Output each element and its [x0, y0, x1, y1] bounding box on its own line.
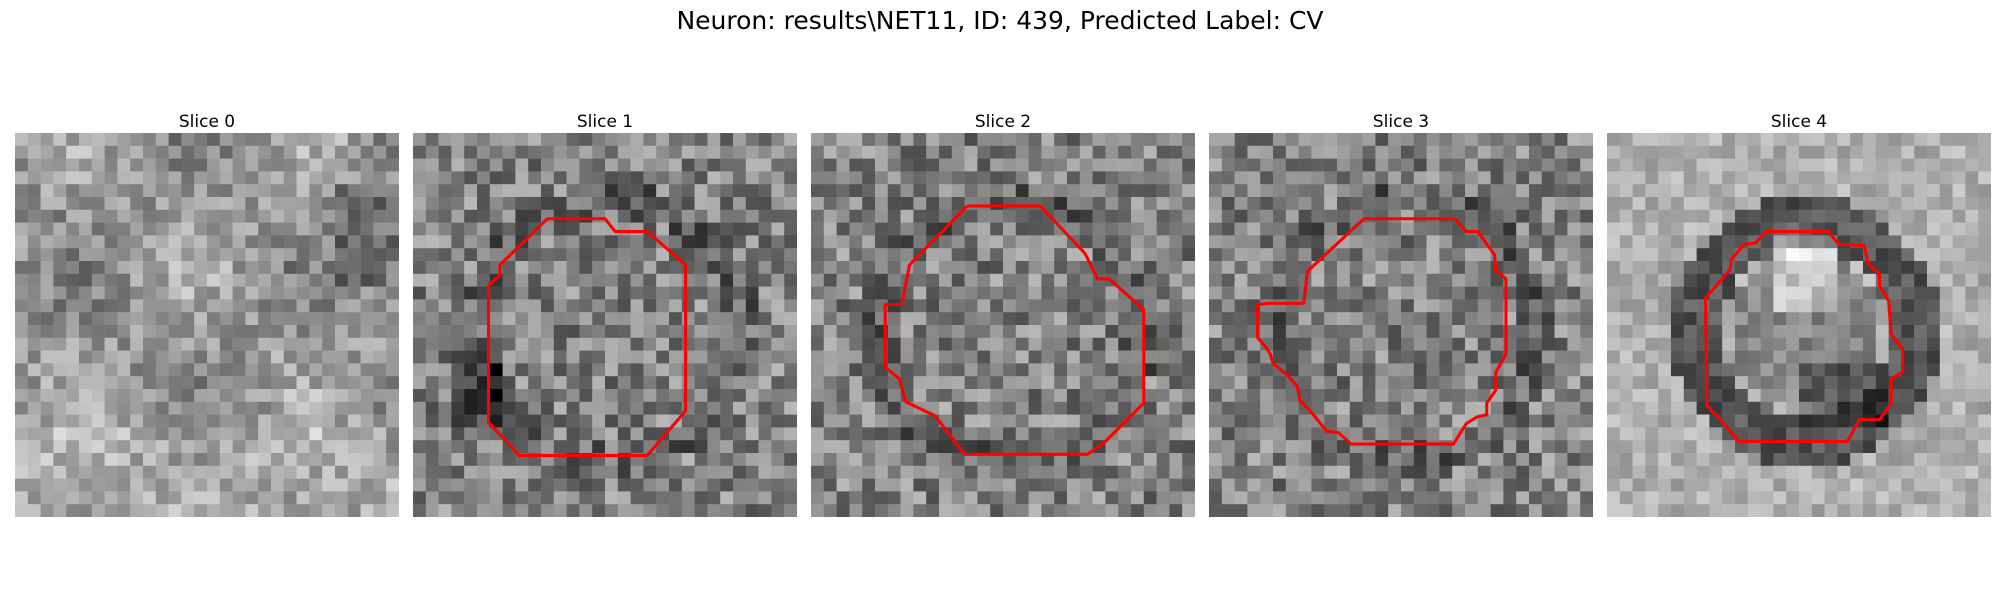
slice-image-3	[1209, 133, 1593, 517]
roi-contour	[486, 217, 688, 458]
figure-title: Neuron: results\NET11, ID: 439, Predicte…	[676, 6, 1324, 35]
slice-title-0: Slice 0	[178, 112, 236, 132]
slice-title-1: Slice 1	[576, 112, 634, 132]
roi-contour	[1256, 217, 1508, 446]
slice-image-2	[811, 133, 1195, 517]
slice-title-4: Slice 4	[1770, 112, 1828, 132]
slice-title-3: Slice 3	[1372, 112, 1430, 132]
roi-contour	[1704, 230, 1905, 444]
roi-contour	[883, 204, 1146, 456]
slice-image-4	[1607, 133, 1991, 517]
slice-image-0	[15, 133, 399, 517]
slice-title-2: Slice 2	[974, 112, 1032, 132]
slice-image-1	[413, 133, 797, 517]
